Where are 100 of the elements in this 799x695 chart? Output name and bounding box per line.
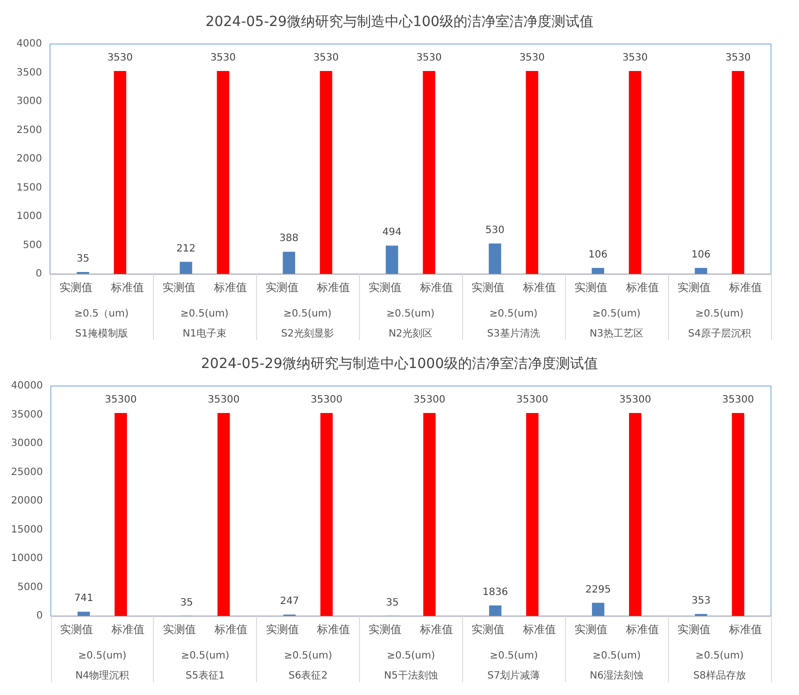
- text: 实测值: [574, 623, 608, 636]
- data-label: 35: [76, 253, 90, 264]
- y-tick-label: 40000: [11, 380, 43, 392]
- data-label: 741: [74, 593, 94, 604]
- series-label: 实测值: [60, 623, 94, 636]
- data-label: 3530: [313, 52, 339, 64]
- text: 标准值: [214, 623, 248, 636]
- bar: [489, 605, 502, 616]
- bar: [526, 413, 538, 616]
- data-label: 3530: [210, 52, 236, 64]
- x-tick-label: ≥0.5(um) S5表征1: [181, 650, 230, 682]
- text: 标准值: [523, 623, 556, 636]
- bar: [526, 71, 538, 274]
- data-label: 35: [386, 597, 399, 608]
- x-tick-label: ≥0.5(um) N5干法刻蚀: [384, 650, 438, 682]
- series-label: 标准值: [110, 281, 144, 294]
- text: 标准值: [420, 623, 454, 636]
- data-label: 530: [485, 225, 505, 236]
- data-label: 35300: [208, 394, 240, 406]
- bar: [282, 252, 296, 274]
- y-tick-label: 1500: [16, 182, 42, 194]
- data-label: 35300: [516, 394, 548, 406]
- y-tick-label: 1000: [16, 211, 42, 222]
- bar: [732, 71, 744, 274]
- y-tick-label: 10000: [11, 553, 43, 564]
- data-label: 3530: [107, 52, 133, 64]
- chart-title: 2024-05-29微纳研究与制造中心100级的洁净室洁净度测试值: [205, 14, 594, 30]
- data-label: 1836: [482, 586, 508, 598]
- text: 实测值: [472, 623, 505, 636]
- data-label: 3530: [416, 52, 442, 64]
- text: 标准值: [522, 281, 556, 294]
- text: 标准值: [214, 281, 247, 294]
- x-tick-label: ≥0.5(um) S2光刻显影: [281, 308, 334, 340]
- text: 实测值: [265, 281, 298, 294]
- text: 实测值: [368, 281, 402, 294]
- bar: [629, 413, 642, 616]
- y-tick-label: 2000: [16, 154, 42, 164]
- data-label: 35: [180, 597, 193, 608]
- y-tick-label: 0: [36, 268, 42, 280]
- data-label: 247: [280, 596, 300, 608]
- data-label: 35300: [722, 394, 754, 406]
- x-tick-label: ≥0.5(um) S4原子层沉积: [688, 308, 751, 340]
- data-label: 3530: [519, 52, 545, 64]
- text: 实测值: [677, 623, 710, 636]
- text: 实测值: [471, 281, 504, 294]
- x-tick-label: ≥0.5(um) N1电子束: [180, 308, 229, 340]
- text: 实测值: [162, 623, 196, 636]
- text: 标准值: [316, 281, 350, 294]
- x-tick-label: ≥0.5（um) S1掩模制版: [74, 308, 129, 340]
- data-label: 106: [588, 249, 608, 260]
- bar: [732, 413, 744, 616]
- series-label: 实测值: [59, 281, 92, 294]
- y-tick-label: 2500: [16, 124, 42, 136]
- data-label: 3530: [622, 52, 648, 64]
- y-tick-label: 15000: [11, 524, 43, 536]
- y-tick-label: 3000: [16, 96, 42, 107]
- text: 实测值: [266, 623, 299, 636]
- bar: [78, 612, 90, 616]
- text: 标准值: [626, 281, 659, 294]
- y-tick-label: 4000: [16, 38, 42, 50]
- bar: [628, 71, 642, 274]
- bar: [422, 71, 436, 274]
- data-label: 35300: [104, 394, 137, 406]
- y-tick-label: 5000: [17, 582, 43, 593]
- bar: [488, 244, 502, 274]
- bar: [320, 71, 332, 274]
- text: 实测值: [574, 281, 608, 294]
- text: 标准值: [728, 281, 762, 294]
- y-tick-label: 25000: [11, 466, 43, 478]
- x-tick-label: ≥0.5(um) S6表征2: [284, 650, 332, 682]
- data-label: 106: [691, 249, 711, 260]
- data-label: 35300: [619, 394, 652, 406]
- bar: [217, 413, 230, 616]
- text: 标准值: [626, 623, 659, 636]
- text: 实测值: [677, 281, 710, 294]
- x-tick-label: ≥0.5(um) N3热工艺区: [590, 308, 644, 340]
- data-label: 35300: [414, 394, 446, 406]
- data-label: 494: [382, 227, 402, 238]
- x-tick-label: ≥0.5(um) S7划片减薄: [487, 650, 540, 682]
- bar: [592, 602, 604, 616]
- data-label: 35300: [310, 394, 342, 406]
- data-label: 388: [279, 233, 299, 244]
- bar: [320, 413, 333, 616]
- data-label: 212: [176, 243, 196, 254]
- text: 标准值: [317, 623, 350, 636]
- bar: [423, 413, 436, 616]
- bar: [386, 246, 398, 274]
- data-label: 3530: [725, 52, 751, 64]
- bar: [180, 262, 192, 274]
- bar: [592, 268, 604, 274]
- data-label: 2295: [585, 584, 611, 596]
- bar: [694, 268, 708, 274]
- bar: [114, 413, 127, 616]
- x-tick-label: ≥0.5(um) S3基片清洗: [487, 308, 540, 340]
- y-tick-label: 3500: [16, 67, 42, 78]
- bar: [216, 71, 230, 274]
- text: 标准值: [420, 281, 453, 294]
- text: 标准值: [728, 623, 762, 636]
- y-tick-label: 30000: [11, 438, 43, 449]
- chart-title: 2024-05-29微纳研究与制造中心1000级的洁净室洁净度测试值: [201, 356, 598, 372]
